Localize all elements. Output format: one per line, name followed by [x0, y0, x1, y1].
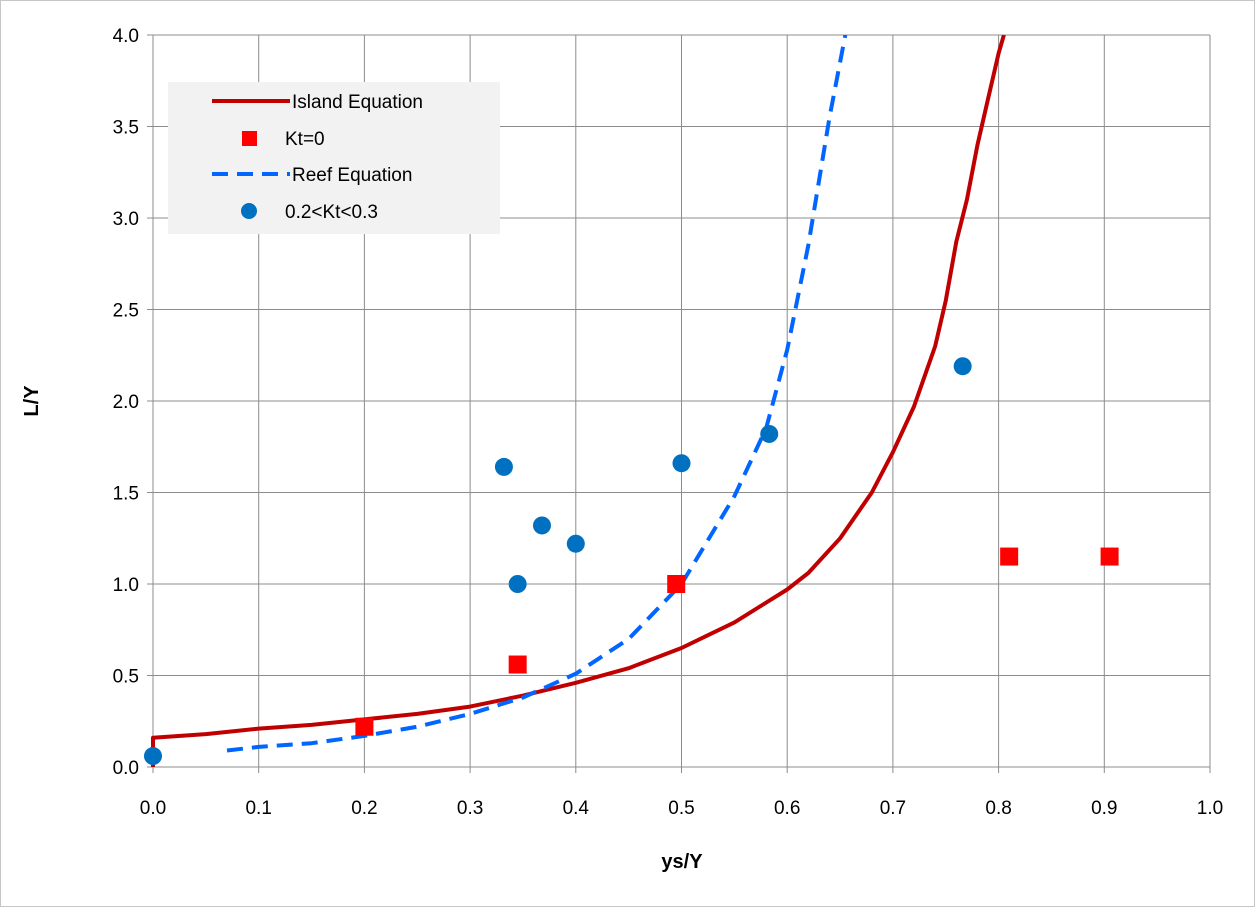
data-point-kt0 [1100, 547, 1119, 566]
x-tick-label: 0.4 [563, 798, 590, 819]
x-tick-label: 0.5 [668, 798, 694, 819]
data-point-kt0 [508, 655, 527, 674]
x-tick-label: 0.0 [140, 798, 166, 819]
legend-label-island-equation: Island Equation [292, 92, 423, 113]
data-point-kt0 [355, 717, 374, 736]
y-tick-label: 0.0 [113, 758, 139, 779]
y-tick-label: 1.0 [113, 575, 139, 596]
data-point-kt-range [508, 575, 527, 593]
x-axis-title: ys/Y [661, 851, 703, 873]
y-tick-label: 0.5 [113, 667, 139, 688]
legend-label-reef-equation: Reef Equation [292, 165, 412, 186]
y-tick-label: 3.5 [113, 118, 139, 139]
data-point-kt-range [566, 534, 585, 553]
data-point-kt-range [532, 516, 551, 535]
y-tick-label: 3.0 [113, 209, 139, 230]
y-tick-label: 2.5 [113, 301, 139, 322]
data-point-kt0 [1000, 547, 1019, 566]
data-point-kt-range [760, 424, 779, 443]
legend-swatch-kt0 [242, 131, 257, 146]
legend: Island Equation Kt=0 Reef Equation 0.2<K… [168, 82, 500, 234]
y-tick-label: 2.0 [113, 392, 139, 413]
series-line-island-equation [151, 35, 1006, 767]
x-tick-label: 0.6 [774, 798, 800, 819]
x-tick-label: 0.7 [880, 798, 906, 819]
y-axis-title: L/Y [21, 385, 43, 417]
y-tick-label: 1.5 [113, 484, 139, 505]
x-tick-label: 0.1 [245, 798, 271, 819]
series-line-reef-equation [226, 35, 848, 753]
data-point-kt0 [667, 575, 686, 593]
x-tick-label: 0.9 [1091, 798, 1117, 819]
legend-label-kt-range: 0.2<Kt<0.3 [285, 202, 378, 223]
data-point-kt-range [953, 357, 972, 376]
data-point-kt-range [494, 457, 513, 476]
legend-label-kt0: Kt=0 [285, 129, 325, 150]
x-tick-label: 0.8 [985, 798, 1011, 819]
series-layer [144, 35, 1119, 767]
legend-swatch-kt-range [241, 203, 257, 219]
y-tick-label: 4.0 [113, 26, 139, 47]
legend-box [168, 82, 500, 234]
tick-layer: 0.0 0.1 0.2 0.3 0.4 0.5 0.6 0.7 0.8 0.9 1.0 0.0 0.5 1… [113, 26, 1224, 819]
x-tick-label: 0.2 [351, 798, 377, 819]
x-tick-label: 1.0 [1197, 798, 1223, 819]
x-tick-label: 0.3 [457, 798, 483, 819]
data-point-kt-range [672, 454, 691, 473]
data-point-kt-range [144, 747, 162, 766]
